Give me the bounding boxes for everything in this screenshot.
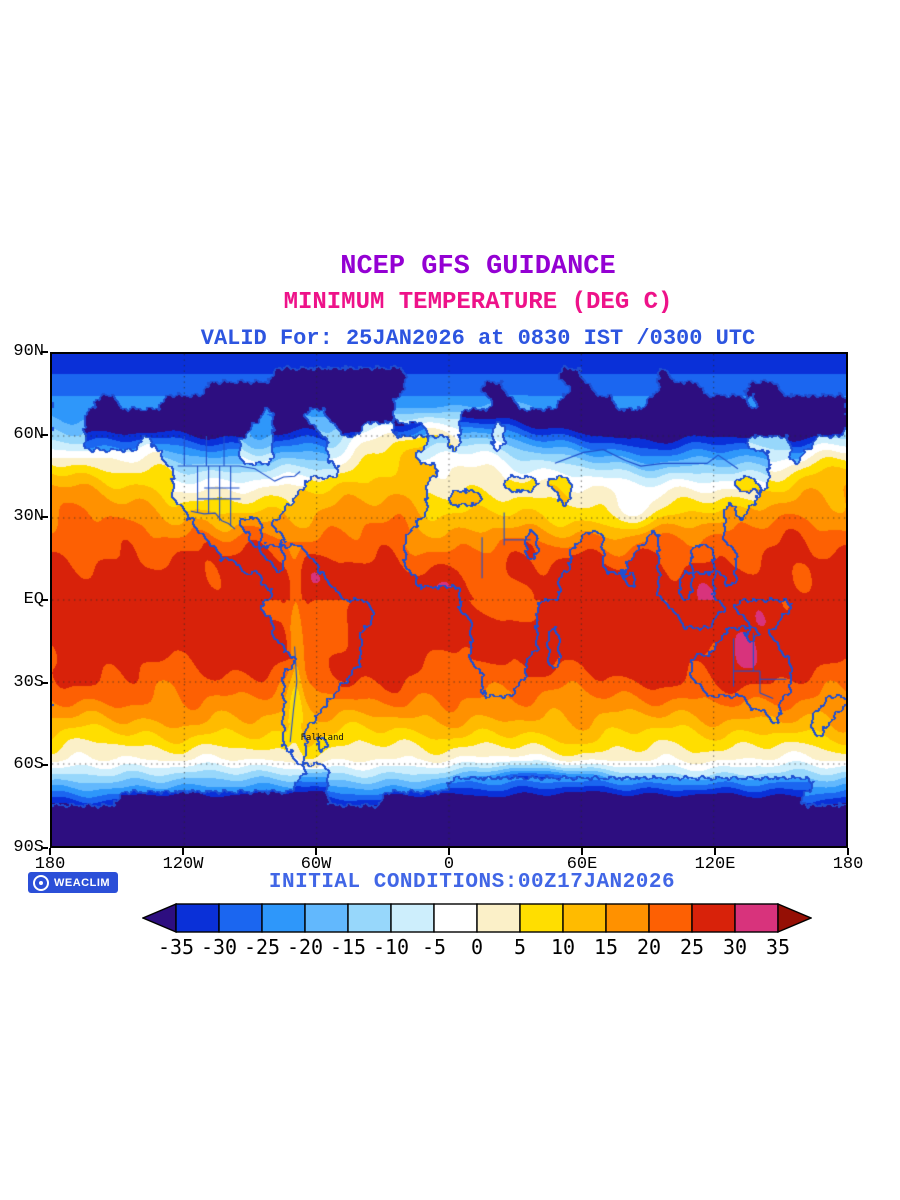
colorbar-tick-label: -15	[330, 935, 366, 959]
colorbar-cell	[648, 903, 693, 933]
colorbar-tick-label: 15	[594, 935, 618, 959]
lat-tick-mark	[41, 847, 48, 849]
initial-conditions-text-inner: INITIAL CONDITIONS:00Z17JAN2026	[268, 871, 676, 894]
colorbar-svg: -35 -30 -25 -20 -15 -10 -5 0 5 10 15 20 25 30 35	[141, 902, 813, 959]
lat-tick-label: EQ	[23, 590, 44, 609]
lat-tick-mark	[41, 681, 48, 684]
weaclim-logo-icon-dot	[39, 880, 43, 885]
subtitle-parameter-text: MINIMUM TEMPERATURE (DEG C)	[283, 289, 673, 316]
colorbar-tick-label: 10	[551, 935, 575, 959]
weaclim-logo-icon	[33, 874, 49, 891]
lat-tick-mark	[41, 516, 48, 519]
lon-tick-mark	[315, 848, 317, 855]
falkland-map-label: Falkland	[300, 733, 344, 744]
colorbar-tick-label: 25	[680, 935, 704, 959]
colorbar-tick-label: -35	[158, 935, 194, 959]
colorbar-tick-label: 30	[723, 935, 747, 959]
colorbar-tick-label: 5	[514, 935, 526, 959]
lon-tick-mark	[581, 848, 583, 855]
colorbar-tick-label: 20	[637, 935, 661, 959]
lon-tick-mark	[182, 848, 184, 855]
page-title-text: NCEP GFS GUIDANCE	[340, 252, 616, 282]
lon-tick-mark	[448, 848, 450, 855]
colorbar-tick-label: -20	[287, 935, 323, 959]
lat-tick-label: 90S	[13, 838, 44, 857]
lon-tick-mark	[714, 848, 716, 855]
colorbar-cell	[347, 903, 392, 933]
colorbar-tick-label: -10	[373, 935, 409, 959]
lat-tick-label: 90N	[13, 342, 44, 361]
subtitle-parameter: MINIMUM TEMPERATURE (DEG C)	[0, 289, 900, 316]
colorbar-cell	[261, 903, 306, 933]
colorbar-cell	[562, 903, 607, 933]
weaclim-logo: WEACLIM	[28, 872, 119, 893]
colorbar-cell	[519, 903, 564, 933]
lat-tick-label: 60S	[13, 755, 44, 775]
lat-tick-label: 30S	[13, 672, 44, 692]
temperature-map-canvas	[52, 354, 846, 846]
colorbar-cell	[390, 903, 435, 933]
page-title: NCEP GFS GUIDANCE	[0, 252, 900, 282]
colorbar-tick-label: 35	[766, 935, 790, 959]
lon-tick-label: 120E	[694, 855, 736, 874]
colorbar-left-arrow	[141, 902, 177, 934]
lon-tick-label: 60E	[566, 855, 598, 874]
colorbar-tick-label: -25	[244, 935, 280, 959]
lon-tick-label: 180	[34, 855, 66, 874]
lon-tick-mark	[847, 848, 849, 855]
weaclim-logo-text: WEACLIM	[54, 876, 111, 889]
colorbar-cell	[734, 903, 779, 933]
lon-tick-label: 0	[443, 855, 455, 874]
colorbar-cell	[605, 903, 650, 933]
colorbar-cell	[433, 903, 478, 933]
subtitle-valid-time-text: VALID For: 25JAN2026 at 0830 IST /0300 U…	[200, 326, 756, 351]
lon-tick-mark	[49, 848, 51, 855]
lat-tick-mark	[41, 433, 48, 436]
lon-tick-label: 60W	[300, 855, 332, 874]
lat-tick-label: 60N	[13, 424, 44, 444]
colorbar-right-arrow	[777, 902, 813, 934]
lat-tick-mark	[41, 764, 48, 767]
colorbar-cell	[175, 903, 220, 933]
subtitle-valid-time: VALID For: 25JAN2026 at 0830 IST /0300 U…	[0, 326, 900, 351]
colorbar-tick-label: -5	[422, 935, 446, 959]
lon-tick-label: 120W	[162, 855, 204, 874]
colorbar-cell	[218, 903, 263, 933]
colorbar-tick-label: 0	[471, 935, 483, 959]
colorbar-tick-label: -30	[201, 935, 237, 959]
colorbar-cell	[691, 903, 736, 933]
map-frame: Falkland	[50, 352, 848, 848]
lat-tick-label: 30N	[13, 507, 44, 527]
colorbar-cell	[476, 903, 521, 933]
lat-tick-mark	[41, 351, 48, 353]
lat-tick-mark	[41, 599, 48, 601]
lon-tick-label: 180	[832, 855, 864, 874]
initial-conditions-text: INITIAL CONDITIONS:00Z17JAN2026	[0, 871, 900, 894]
colorbar-cell	[304, 903, 349, 933]
temperature-colorbar: -35 -30 -25 -20 -15 -10 -5 0 5 10 15 20 25 30 35	[141, 902, 813, 960]
